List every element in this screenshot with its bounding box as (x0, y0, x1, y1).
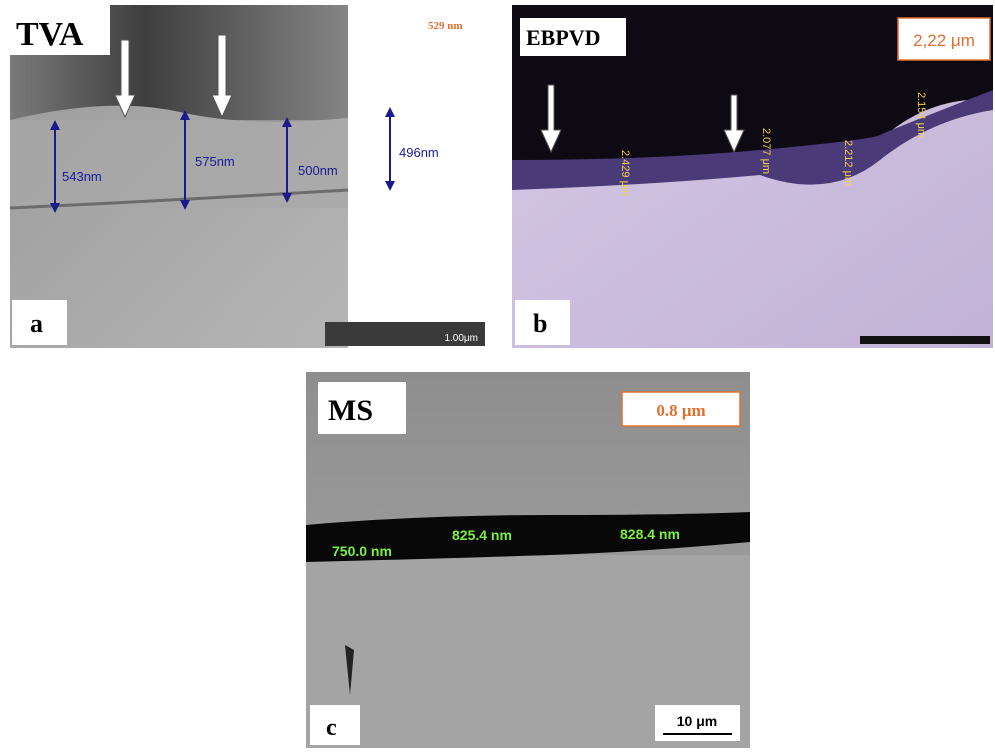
measurement: 575nm (195, 154, 235, 169)
scale-bar-label: 10 μm (677, 713, 717, 729)
measurement: 543nm (62, 169, 102, 184)
method-label: EBPVD (526, 25, 601, 50)
measurement: 2.429 μm (619, 150, 631, 196)
panel-a: 543nm 575nm 500nm 496nm TVA 529 nm a 1.0… (10, 5, 486, 348)
panel-b: 2.429 μm 2.077 μm 2.212 μm 2.154 μm EBPV… (512, 5, 993, 348)
measurement: 2.077 μm (760, 128, 772, 174)
thickness-label: 2,22 μm (913, 31, 975, 50)
scale-bar-label: 1.00μm (444, 333, 478, 344)
measurement: 496nm (399, 145, 439, 160)
panel-letter: b (533, 309, 547, 338)
measurement: 2.154 μm (915, 92, 927, 138)
panel-letter: a (30, 309, 43, 338)
method-label: MS (328, 394, 373, 427)
measurement: 750.0 nm (332, 543, 392, 559)
measurement: 825.4 nm (452, 527, 512, 543)
measurement: 500nm (298, 163, 338, 178)
panel-letter: c (326, 715, 337, 741)
thickness-label: 529 nm (428, 20, 463, 32)
thickness-label: 0.8 μm (656, 401, 705, 420)
measurement: 828.4 nm (620, 526, 680, 542)
figure: 543nm 575nm 500nm 496nm TVA 529 nm a 1.0… (0, 0, 995, 753)
panel-c: 750.0 nm 825.4 nm 828.4 nm MS 0.8 μm c 1… (306, 372, 750, 748)
measurement: 2.212 μm (842, 140, 854, 186)
method-label: TVA (16, 16, 84, 53)
